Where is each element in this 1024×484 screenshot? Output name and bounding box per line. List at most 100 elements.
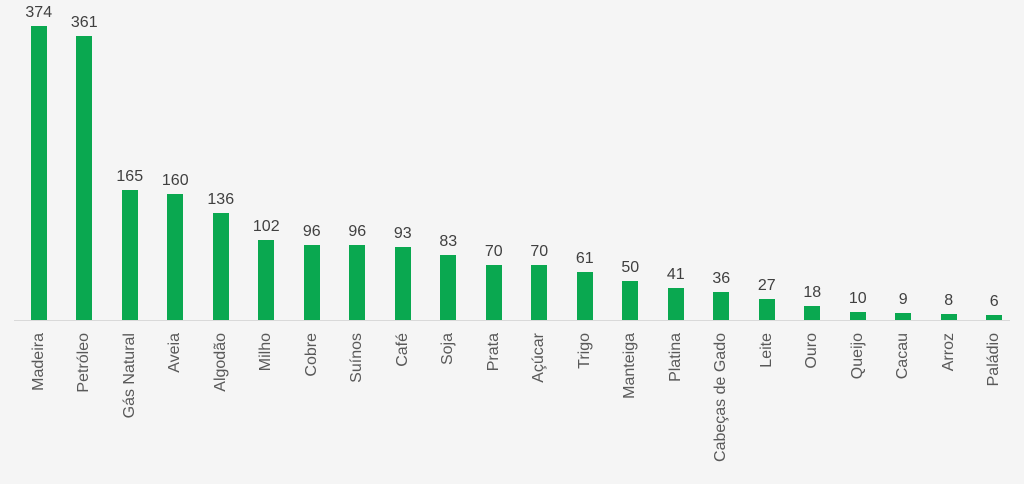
bar-area: 61 xyxy=(562,0,608,320)
bar-column: 165 Gás Natural xyxy=(107,0,153,481)
bar-column: 93 Café xyxy=(380,0,426,481)
bar xyxy=(167,194,184,320)
bar xyxy=(986,315,1003,320)
category-label-area: Soja xyxy=(439,333,457,481)
bar-value-label: 374 xyxy=(25,4,53,22)
bar-column: 36 Cabeças de Gado xyxy=(699,0,745,481)
bar xyxy=(258,240,275,320)
bar xyxy=(576,272,593,320)
bar-value-label: 96 xyxy=(302,223,321,241)
bar xyxy=(531,265,548,320)
category-label-area: Arroz xyxy=(939,333,957,481)
bar xyxy=(76,36,93,320)
category-label-area: Cacau xyxy=(894,333,912,481)
bar-column: 8 Arroz xyxy=(926,0,972,481)
bar-category-label: Paládio xyxy=(985,333,1003,387)
bar-category-label: Cacau xyxy=(894,333,912,380)
bar-area: 165 xyxy=(107,0,153,320)
bar-category-label: Platina xyxy=(666,333,684,382)
bar-area: 374 xyxy=(16,0,62,320)
bar-area: 36 xyxy=(699,0,745,320)
bar-category-label: Leite xyxy=(757,333,775,368)
x-axis-line xyxy=(14,320,1010,321)
bar-value-label: 160 xyxy=(161,172,189,190)
bar-area: 96 xyxy=(289,0,335,320)
category-label-area: Paládio xyxy=(985,333,1003,481)
category-label-area: Gás Natural xyxy=(121,333,138,481)
bar-category-label: Petróleo xyxy=(75,333,93,393)
bar xyxy=(440,255,457,320)
bar xyxy=(758,299,775,320)
bar-column: 160 Aveia xyxy=(153,0,199,481)
category-label-area: Suínos xyxy=(348,333,366,481)
bar-area: 102 xyxy=(244,0,290,320)
bar-category-label: Madeira xyxy=(29,333,47,391)
bar-category-label: Soja xyxy=(439,333,457,366)
bar-category-label: Trigo xyxy=(575,333,593,369)
bar-value-label: 61 xyxy=(575,250,594,268)
bar-category-label: Ouro xyxy=(803,333,821,369)
bar-category-label: Cobre xyxy=(302,333,320,377)
bar-category-label: Aveia xyxy=(166,333,184,373)
bar xyxy=(349,245,366,320)
bar-value-label: 8 xyxy=(944,292,954,310)
category-label-area: Ouro xyxy=(803,333,821,481)
plot-area: 374 Madeira 361 Petróleo 165 Gás Natural 160 Av… xyxy=(16,0,1018,481)
bar-area: 136 xyxy=(198,0,244,320)
bar-column: 96 Suínos xyxy=(335,0,381,481)
bar-area: 9 xyxy=(881,0,927,320)
bar-column: 10 Queijo xyxy=(835,0,881,481)
category-label-area: Madeira xyxy=(29,333,47,481)
bar xyxy=(849,312,866,320)
category-label-area: Queijo xyxy=(849,333,866,481)
bar-value-label: 93 xyxy=(393,225,412,243)
bar-area: 10 xyxy=(835,0,881,320)
bar-area: 6 xyxy=(972,0,1018,320)
bar-column: 18 Ouro xyxy=(790,0,836,481)
bar-category-label: Suínos xyxy=(348,333,366,383)
category-label-area: Cobre xyxy=(302,333,320,481)
bar xyxy=(121,190,138,320)
bar-column: 9 Cacau xyxy=(881,0,927,481)
bar xyxy=(394,247,411,320)
bar xyxy=(940,314,957,320)
bar-value-label: 165 xyxy=(116,168,144,186)
category-label-area: Açúcar xyxy=(530,333,547,481)
bar-area: 27 xyxy=(744,0,790,320)
bar xyxy=(895,313,912,320)
bar-value-label: 361 xyxy=(70,14,98,32)
bar-column: 41 Platina xyxy=(653,0,699,481)
bar-category-label: Café xyxy=(393,333,411,367)
bar-value-label: 18 xyxy=(803,284,822,302)
bar xyxy=(713,292,730,320)
bar-column: 102 Milho xyxy=(244,0,290,481)
bar-column: 61 Trigo xyxy=(562,0,608,481)
category-label-area: Milho xyxy=(257,333,275,481)
category-label-area: Trigo xyxy=(575,333,593,481)
category-label-area: Café xyxy=(393,333,411,481)
bar xyxy=(622,281,639,320)
bar-category-label: Milho xyxy=(257,333,275,372)
category-label-area: Leite xyxy=(757,333,775,481)
bar-category-label: Arroz xyxy=(939,333,957,372)
bar-area: 70 xyxy=(517,0,563,320)
bar-area: 8 xyxy=(926,0,972,320)
bar xyxy=(485,265,502,320)
bar-value-label: 50 xyxy=(621,259,640,277)
bar-column: 136 Algodão xyxy=(198,0,244,481)
bar-area: 93 xyxy=(380,0,426,320)
bar-value-label: 27 xyxy=(757,277,776,295)
bar xyxy=(804,306,821,320)
bar-value-label: 70 xyxy=(530,243,549,261)
bar-column: 70 Prata xyxy=(471,0,517,481)
bar-column: 96 Cobre xyxy=(289,0,335,481)
bar xyxy=(212,213,229,320)
bar-value-label: 136 xyxy=(207,191,235,209)
bar-category-label: Prata xyxy=(484,333,502,372)
bar xyxy=(30,26,47,320)
bar-category-label: Manteiga xyxy=(621,333,639,399)
bar-value-label: 41 xyxy=(666,266,685,284)
category-label-area: Aveia xyxy=(166,333,184,481)
bar-area: 41 xyxy=(653,0,699,320)
